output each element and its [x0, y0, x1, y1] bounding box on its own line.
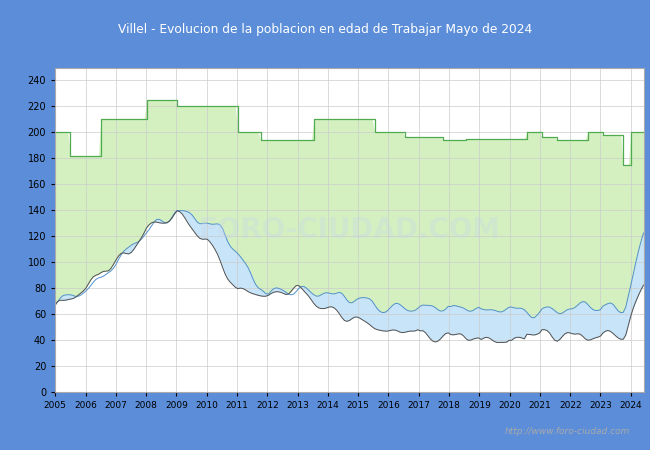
Text: Villel - Evolucion de la poblacion en edad de Trabajar Mayo de 2024: Villel - Evolucion de la poblacion en ed… [118, 23, 532, 36]
Text: FORO-CIUDAD.COM: FORO-CIUDAD.COM [198, 216, 500, 243]
Text: http://www.foro-ciudad.com: http://www.foro-ciudad.com [505, 428, 630, 436]
